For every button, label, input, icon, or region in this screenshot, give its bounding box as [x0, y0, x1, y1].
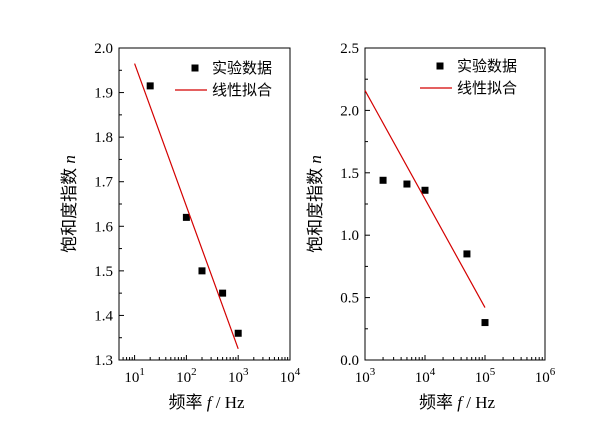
- x-tick-label: 103: [228, 366, 249, 386]
- y-tick-label: 1.5: [340, 166, 359, 182]
- legend-label-scatter: 实验数据: [212, 60, 272, 77]
- fit-line: [364, 90, 486, 308]
- y-axis-label: 饱和度指数 n: [306, 155, 325, 253]
- legend-label-fit: 线性拟合: [457, 80, 517, 97]
- y-tick-label: 1.8: [94, 130, 113, 146]
- x-tick-label: 102: [176, 366, 197, 386]
- legend-label-scatter: 实验数据: [457, 58, 517, 75]
- y-tick-label: 1.0: [340, 228, 359, 244]
- y-tick-label: 0.0: [340, 353, 359, 369]
- y-axis-label: 饱和度指数 n: [60, 155, 79, 253]
- data-point: [421, 186, 429, 194]
- x-tick-label: 103: [355, 366, 376, 386]
- legend-marker-scatter: [191, 64, 199, 72]
- plot-frame: [364, 47, 546, 361]
- x-tick-label: 106: [535, 366, 556, 386]
- data-point: [481, 319, 489, 327]
- y-tick-label: 1.5: [94, 264, 113, 280]
- y-tick-label: 1.3: [94, 353, 113, 369]
- x-tick-label: 101: [124, 366, 145, 386]
- y-tick-label: 1.4: [94, 308, 113, 324]
- data-point: [403, 180, 411, 188]
- y-tick-label: 2.5: [340, 41, 359, 57]
- data-point: [198, 267, 206, 275]
- x-tick-label: 104: [415, 366, 436, 386]
- legend-label-fit: 线性拟合: [212, 82, 272, 99]
- legend-marker-scatter: [436, 62, 444, 70]
- y-tick-label: 1.7: [94, 175, 113, 191]
- data-point: [182, 213, 190, 221]
- y-tick-label: 1.6: [94, 219, 113, 235]
- x-axis-label: 频率 f / Hz: [168, 393, 244, 412]
- chart-panel-1: 1.3 1.4 1.5 1.6 1.7 1.8 1.9 2.0 101 102 103 104 频率 f…: [60, 41, 301, 412]
- x-tick-label: 104: [280, 366, 301, 386]
- y-tick-label: 1.9: [94, 86, 113, 102]
- data-point: [234, 329, 242, 337]
- y-tick-label: 2.0: [94, 41, 113, 57]
- data-point: [463, 250, 471, 258]
- y-tick-label: 2.0: [340, 103, 359, 119]
- data-point: [219, 289, 227, 297]
- data-point: [146, 82, 154, 90]
- fit-line: [134, 63, 239, 350]
- y-tick-label: 0.5: [340, 291, 359, 307]
- chart-panel-2: 0.0 0.5 1.0 1.5 2.0 2.5 103 104 105 106 频率 f / Hz 饱…: [306, 41, 556, 412]
- x-axis-label: 频率 f / Hz: [419, 393, 495, 412]
- x-tick-label: 105: [475, 366, 496, 386]
- data-point: [379, 176, 387, 184]
